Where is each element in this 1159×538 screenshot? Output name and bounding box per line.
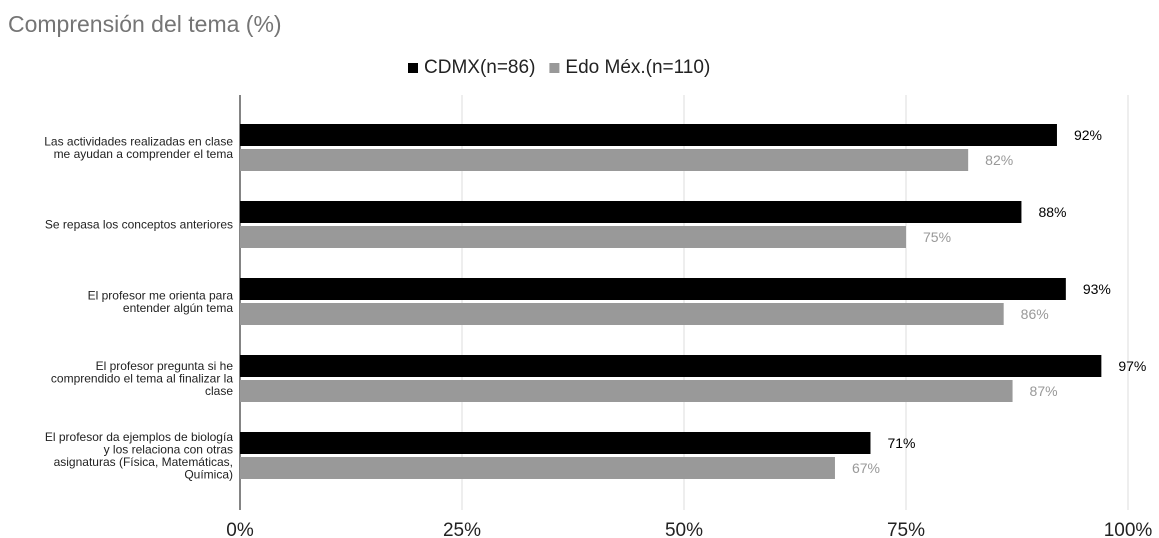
category-label: El profesor pregunta si he comprendido el…: [51, 359, 233, 398]
legend-item: CDMX(n=86): [424, 57, 535, 78]
x-tick-label: 25%: [443, 520, 481, 538]
data-label: 75%: [923, 229, 951, 245]
bar: [240, 201, 1022, 223]
category-label: El profesor da ejemplos de biología y los…: [45, 430, 233, 482]
category-labels: Las actividades realizadas en clase me ay…: [44, 134, 233, 481]
legend: CDMX(n=86) Edo Méx.(n=110): [408, 57, 710, 78]
x-tick-label: 50%: [665, 520, 703, 538]
category-label: Se repasa los conceptos anteriores: [45, 218, 233, 232]
data-label: 88%: [1038, 204, 1066, 220]
bar: [240, 278, 1066, 300]
bar: [240, 226, 906, 248]
data-label: 93%: [1083, 281, 1111, 297]
data-label: 92%: [1074, 127, 1102, 143]
bar: [240, 380, 1013, 402]
x-tick-label: 0%: [226, 520, 254, 538]
data-label: 71%: [887, 435, 915, 451]
bar: [240, 355, 1102, 377]
data-label: 67%: [852, 460, 880, 476]
x-axis: 0% 25% 50% 75% 100%: [226, 520, 1152, 538]
category-label: El profesor me orienta para entender algú…: [88, 288, 234, 315]
bars: 92% 88% 93% 97% 71% 82% 75% 86% 87% 67%: [240, 124, 1146, 479]
bar: [240, 457, 835, 479]
bar: [240, 149, 969, 171]
category-label: Las actividades realizadas en clase me ay…: [44, 134, 233, 161]
legend-item: Edo Méx.(n=110): [565, 57, 710, 78]
data-label: 86%: [1021, 306, 1049, 322]
chart-title: Comprensión del tema (%): [8, 11, 282, 37]
x-tick-label: 100%: [1104, 520, 1153, 538]
bar: [240, 124, 1057, 146]
legend-swatch: [549, 63, 560, 73]
data-label: 87%: [1030, 383, 1058, 399]
data-label: 82%: [985, 152, 1013, 168]
x-tick-label: 75%: [887, 520, 925, 538]
bar: [240, 432, 871, 454]
data-label: 97%: [1118, 358, 1146, 374]
bar: [240, 303, 1004, 325]
legend-swatch: [408, 63, 418, 73]
